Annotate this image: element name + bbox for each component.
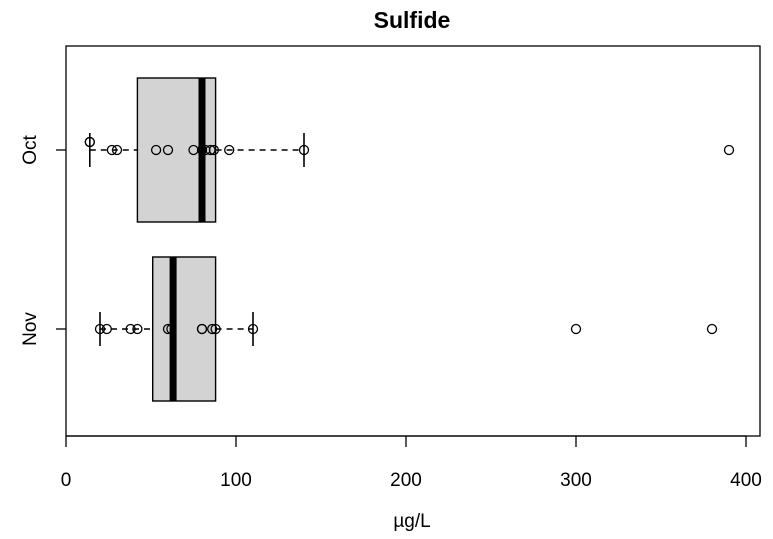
data-point-oct bbox=[162, 144, 174, 156]
data-point-oct bbox=[224, 144, 235, 156]
data-point-nov bbox=[101, 323, 112, 335]
data-point-nov bbox=[132, 323, 143, 335]
data-point-oct bbox=[208, 144, 220, 156]
data-point-nov bbox=[125, 323, 136, 335]
x-axis: 0 100 200 300 400 bbox=[61, 435, 762, 491]
data-point-nov bbox=[570, 323, 582, 335]
data-point-oct bbox=[150, 144, 162, 156]
y-axis: Oct Nov bbox=[20, 135, 66, 346]
data-point-oct bbox=[298, 144, 310, 156]
data-point-oct bbox=[106, 144, 118, 156]
data-point-nov bbox=[706, 323, 718, 335]
box-oct bbox=[89, 77, 305, 223]
points-layer bbox=[84, 136, 735, 335]
data-point-nov bbox=[207, 323, 218, 335]
boxes-layer bbox=[89, 77, 305, 402]
data-point-nov bbox=[210, 323, 221, 335]
x-tick-label: 300 bbox=[560, 470, 592, 491]
x-axis-label: µg/L bbox=[393, 511, 430, 532]
data-point-nov bbox=[166, 323, 177, 335]
x-tick-label: 100 bbox=[220, 470, 252, 491]
data-point-oct bbox=[84, 136, 95, 148]
data-point-oct bbox=[205, 144, 216, 156]
chart-title: Sulfide bbox=[374, 7, 451, 33]
y-tick-label-oct: Oct bbox=[20, 135, 41, 165]
data-point-nov bbox=[196, 323, 208, 335]
x-tick-label: 0 bbox=[61, 470, 72, 491]
x-tick-label: 200 bbox=[390, 470, 422, 491]
x-tick-label: 400 bbox=[730, 470, 762, 491]
data-point-oct bbox=[723, 144, 735, 156]
data-point-nov bbox=[247, 323, 259, 335]
y-tick-label-nov: Nov bbox=[20, 312, 41, 346]
data-point-nov bbox=[94, 323, 106, 335]
data-point-oct bbox=[111, 144, 123, 156]
data-point-nov bbox=[162, 323, 174, 335]
